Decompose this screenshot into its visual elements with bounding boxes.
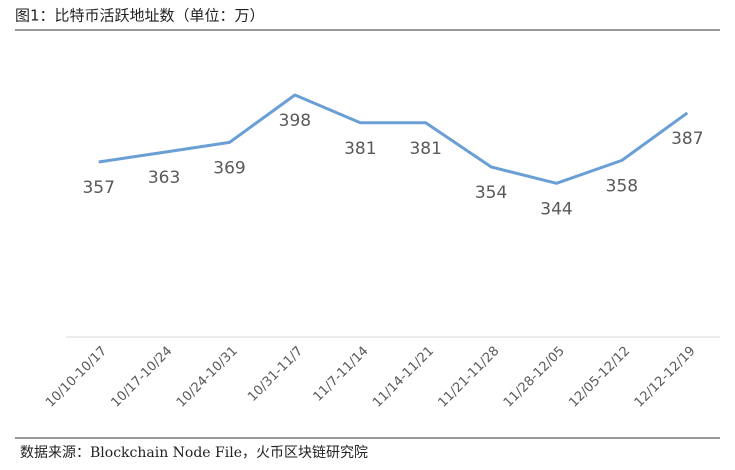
value-label: 398 xyxy=(279,111,311,131)
chart-title: 图1：比特币活跃地址数（单位：万） xyxy=(15,7,265,25)
value-label: 354 xyxy=(475,183,507,203)
x-tick-label: 11/28-12/05 xyxy=(501,344,568,411)
x-tick-label: 10/31-11/7 xyxy=(245,344,306,405)
value-label: 381 xyxy=(344,139,376,159)
x-tick-label: 11/7-11/14 xyxy=(311,344,372,405)
x-tick-label: 10/10-10/17 xyxy=(43,344,110,411)
value-label: 381 xyxy=(409,139,441,159)
x-tick-label: 12/12-12/19 xyxy=(632,344,699,411)
x-tick-label: 11/14-11/21 xyxy=(370,344,437,411)
x-tick-label: 10/24-10/31 xyxy=(174,344,241,411)
value-label: 357 xyxy=(82,178,114,198)
value-label: 363 xyxy=(148,168,180,188)
x-tick-label: 11/21-11/28 xyxy=(435,344,502,411)
value-label: 387 xyxy=(671,129,703,149)
source: 数据来源：Blockchain Node File，火币区块链研究院 xyxy=(20,445,368,461)
value-label: 344 xyxy=(540,199,572,219)
value-label: 358 xyxy=(606,176,638,196)
line xyxy=(98,93,689,185)
value-label: 369 xyxy=(213,158,245,178)
x-tick-label: 12/05-12/12 xyxy=(566,344,633,411)
x-tick-label: 10/17-10/24 xyxy=(108,344,175,411)
